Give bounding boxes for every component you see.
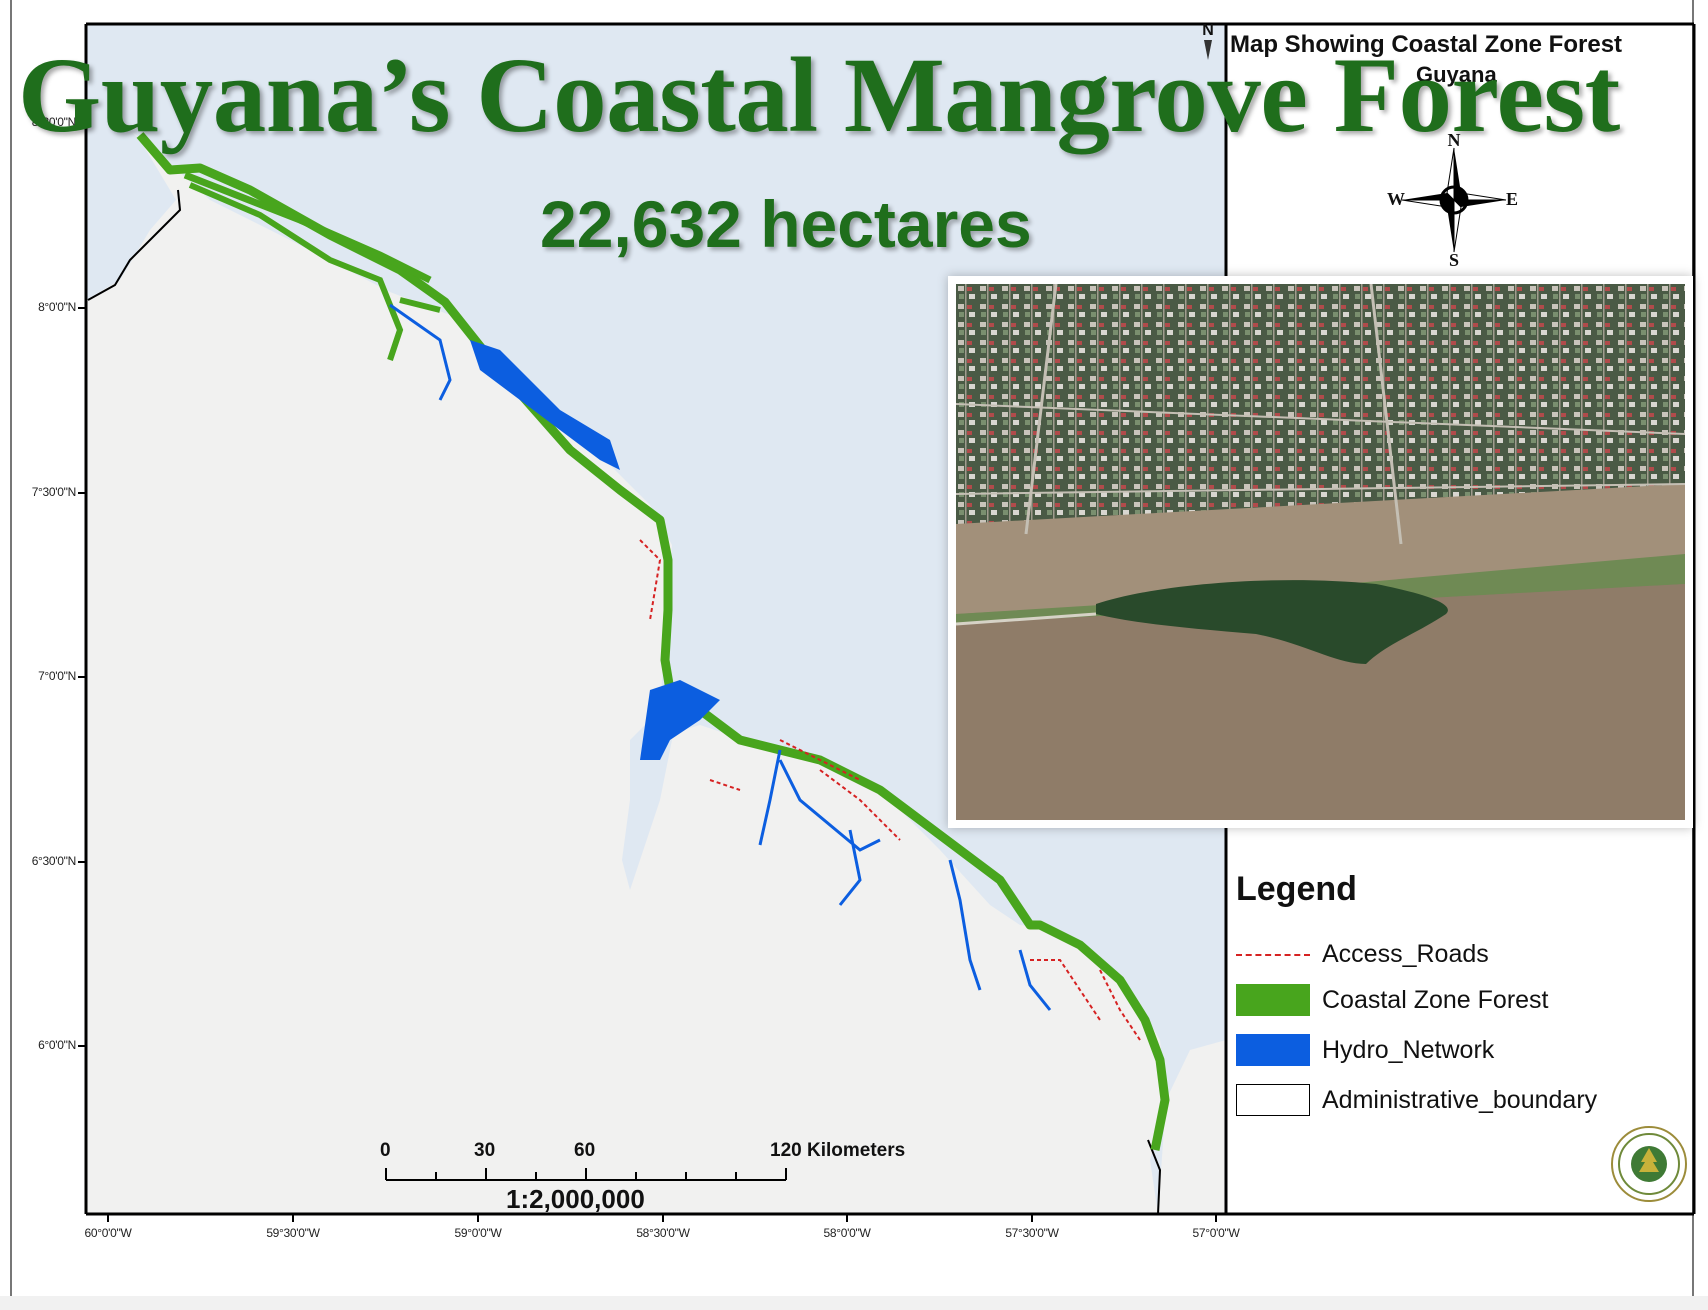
legend-title: Legend (1236, 870, 1357, 908)
lon-label-58-0: 58°0'0"W (823, 1226, 871, 1240)
north-arrow-icon (1204, 40, 1212, 60)
lat-label-6-30: 6°30'0"N (31, 854, 77, 868)
lon-label-57-0: 57°0'0"W (1192, 1226, 1240, 1240)
compass-rose-icon (1401, 147, 1507, 253)
hydro-network (470, 340, 620, 470)
scale-ratio: 1:2,000,000 (506, 1184, 645, 1214)
lat-ticks (78, 122, 86, 1047)
legend-swatch-roads (1236, 954, 1310, 956)
legend-label: Coastal Zone Forest (1322, 986, 1549, 1014)
scale-label-60: 60 (574, 1140, 596, 1161)
lat-label-7-0: 7°0'0"N (38, 669, 76, 683)
compass-east-label: E (1505, 189, 1518, 209)
essequibo-estuary (622, 720, 672, 890)
legend-swatch-forest (1236, 984, 1310, 1016)
legend-label: Access_Roads (1322, 940, 1489, 968)
legend-label: Administrative_boundary (1322, 1086, 1598, 1114)
bottom-strip (0, 1296, 1708, 1310)
lat-label-7-30: 7°30'0"N (31, 485, 77, 499)
access-roads (639, 539, 1141, 1041)
lon-label-59-30: 59°30'0"W (266, 1226, 320, 1240)
scale-label-30: 30 (474, 1140, 496, 1161)
compass-south-label: S (1448, 250, 1459, 270)
legend-item-access-roads: Access_Roads (1236, 936, 1706, 976)
lat-label-8-30: 8°30'0"N (31, 115, 77, 129)
scale-bar (385, 1168, 787, 1181)
lon-label-58-30: 58°30'0"W (636, 1226, 690, 1240)
land-east-bank (1158, 1040, 1226, 1214)
aerial-photo (948, 276, 1693, 828)
slide-title: Guyana’s Coastal Mangrove Forest (18, 37, 1620, 155)
administrative-boundary (87, 189, 1162, 1215)
legend-item-coastal-forest: Coastal Zone Forest (1236, 982, 1706, 1022)
legend-swatch-boundary (1236, 1084, 1310, 1116)
lat-label-6-0: 6°0'0"N (38, 1038, 76, 1052)
coastal-forest-inner (188, 182, 441, 361)
legend-item-hydro-network: Hydro_Network (1236, 1032, 1706, 1072)
hydro-rivers (389, 303, 1052, 1011)
compass-north-label: N (1447, 130, 1461, 150)
lat-label-8-0: 8°0'0"N (38, 300, 76, 314)
forestry-seal-icon (1611, 1126, 1687, 1202)
coastal-forest (136, 132, 1170, 1151)
aerial-photo-image (956, 284, 1685, 820)
map-title: Map Showing Coastal Zone Forest (1230, 31, 1623, 58)
legend-swatch-hydro (1236, 1034, 1310, 1066)
hydro-delta (640, 680, 720, 760)
compass-west-label: W (1387, 189, 1405, 209)
lon-ticks (107, 1214, 1217, 1222)
legend-item-admin-boundary: Administrative_boundary (1236, 1082, 1706, 1122)
lon-label-57-30: 57°30'0"W (1005, 1226, 1059, 1240)
lon-label-60-0: 60°0'0"W (84, 1226, 132, 1240)
lon-label-59-0: 59°0'0"W (454, 1226, 502, 1240)
scale-label-0: 0 (380, 1140, 391, 1161)
land-area (86, 130, 1166, 1214)
map-title-country: Guyana (1416, 62, 1497, 87)
legend-label: Hydro_Network (1322, 1036, 1495, 1064)
coastal-forest-north (183, 171, 432, 284)
north-arrow-label: N (1202, 22, 1214, 39)
slide-subtitle: 22,632 hectares (540, 187, 1032, 261)
scale-label-120-km: 120 Kilometers (770, 1140, 906, 1161)
